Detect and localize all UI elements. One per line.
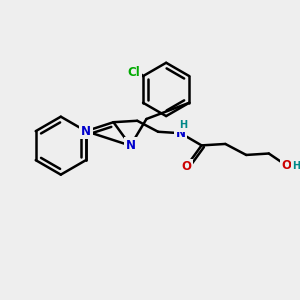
Text: O: O	[281, 159, 291, 172]
Text: H: H	[179, 120, 187, 130]
Text: N: N	[81, 125, 91, 138]
Text: Cl: Cl	[127, 66, 140, 79]
Text: H: H	[292, 161, 300, 171]
Text: N: N	[125, 139, 136, 152]
Text: N: N	[176, 127, 186, 140]
Text: O: O	[181, 160, 191, 173]
